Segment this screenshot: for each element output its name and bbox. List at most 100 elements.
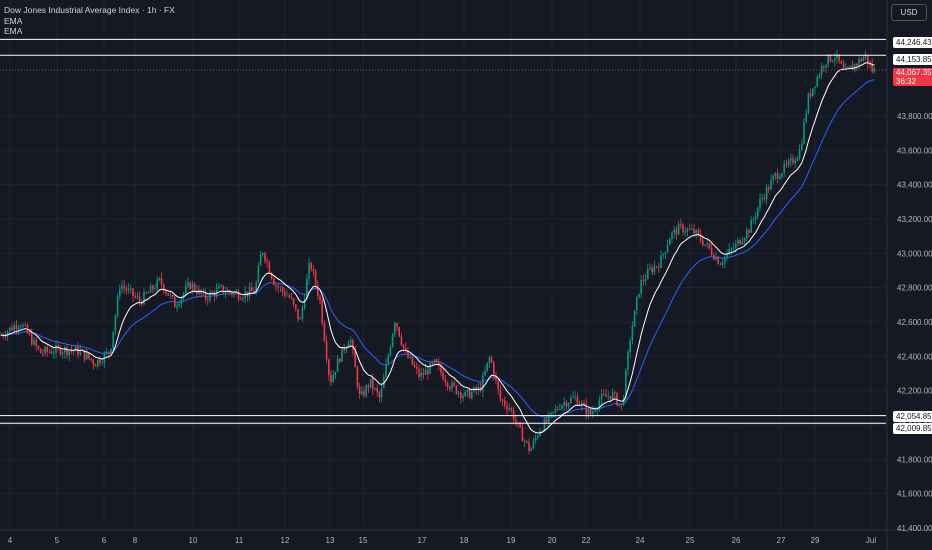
candle-body	[376, 387, 378, 393]
candle-body	[92, 360, 95, 365]
candle-body	[853, 64, 856, 70]
candle-body	[504, 400, 506, 406]
legend-ema-2[interactable]: EMA	[4, 26, 23, 36]
candle-body	[847, 67, 849, 68]
candle-body	[17, 326, 20, 330]
candle-body	[438, 362, 440, 366]
candle-body	[352, 340, 354, 351]
candle-body	[561, 405, 563, 409]
candle-body	[860, 58, 862, 62]
horizontal-levels[interactable]	[0, 38, 886, 424]
candle-body	[242, 298, 244, 300]
candle-body	[396, 323, 398, 328]
candle-body	[215, 288, 218, 297]
x-tick-label: 26	[732, 536, 741, 545]
candle-body	[72, 350, 75, 352]
candle-body	[321, 300, 323, 324]
candle-body	[4, 336, 7, 337]
candle-body	[418, 368, 420, 377]
candle-body	[475, 387, 477, 391]
candle-body	[864, 55, 867, 58]
price-tag-lower-level-2: 42,009.85	[893, 423, 932, 434]
candle-body	[31, 334, 33, 345]
candle-body	[303, 299, 306, 308]
candle-body	[825, 64, 827, 68]
candle-body	[295, 304, 297, 310]
candle-body	[138, 296, 141, 302]
candle-body	[693, 228, 695, 234]
candle-body	[145, 292, 147, 294]
last-price-tag: 44,067.35 36:32	[893, 68, 932, 86]
ema-fast-line	[0, 62, 875, 434]
candle-body	[28, 332, 31, 335]
candle-body	[290, 297, 293, 299]
candle-body	[715, 256, 717, 260]
candle-body	[99, 359, 101, 364]
candle-body	[332, 374, 334, 383]
candle-body	[550, 412, 552, 415]
candle-body	[50, 351, 53, 354]
candle-body	[222, 285, 224, 293]
time-axis[interactable]: 4 5 6 8 10 11 12 13 15 17 18 19 20 22 24 25 26 27 29 Jul	[8, 536, 877, 545]
candle-body	[669, 238, 671, 245]
candle-body	[631, 326, 634, 341]
candle-body	[389, 346, 392, 356]
candle-body	[583, 402, 585, 404]
candle-body	[614, 392, 616, 394]
candle-body	[180, 297, 183, 304]
candle-body	[752, 219, 755, 221]
candle-body	[163, 284, 165, 292]
candle-body	[248, 287, 251, 297]
candle-body	[682, 224, 684, 233]
candle-body	[598, 400, 601, 409]
candle-body	[37, 345, 40, 349]
candle-body	[506, 405, 508, 410]
x-tick-label: 25	[686, 536, 695, 545]
candle-body	[563, 402, 565, 406]
price-tag-upper-level: 44,153.85	[893, 54, 932, 65]
candle-body	[160, 278, 163, 285]
candle-body	[627, 352, 629, 371]
candle-body	[849, 65, 851, 68]
candle-body	[61, 352, 64, 355]
candle-body	[719, 263, 722, 265]
candle-body	[552, 411, 554, 413]
candle-body	[75, 346, 77, 351]
candle-body	[334, 371, 337, 375]
candle-body	[301, 307, 304, 319]
candle-body	[512, 409, 515, 420]
candle-body	[609, 396, 612, 400]
legend-ema-1[interactable]: EMA	[4, 15, 23, 26]
x-tick-label: 5	[55, 536, 60, 545]
candle-body	[259, 254, 262, 266]
candle-body	[664, 252, 667, 255]
candle-body	[97, 359, 99, 367]
candle-body	[365, 385, 367, 396]
candle-body	[829, 54, 832, 62]
price-axis[interactable]: 41,400.0041,600.0041,800.0042,000.0042,2…	[897, 112, 932, 533]
candle-body	[79, 349, 81, 355]
candle-body	[196, 290, 198, 294]
candle-body	[730, 248, 733, 250]
candle-body	[629, 340, 631, 353]
x-tick-label: 18	[460, 536, 469, 545]
legend-title[interactable]: Dow Jones Industrial Average Index · 1h …	[4, 5, 175, 15]
candle-body	[484, 370, 486, 376]
candle-body	[299, 318, 301, 320]
candle-body	[710, 248, 713, 256]
ema-fast-path	[0, 62, 875, 434]
candle-body	[466, 389, 469, 392]
currency-button[interactable]: USD	[891, 4, 927, 21]
candle-body	[86, 353, 88, 360]
candle-body	[268, 262, 271, 273]
candle-body	[277, 286, 279, 288]
candle-body	[488, 357, 491, 363]
x-tick-label: 12	[281, 536, 290, 545]
y-tick-label: 43,200.00	[897, 215, 932, 224]
candle-body	[207, 299, 209, 301]
candle-body	[662, 254, 664, 256]
candle-body	[13, 325, 15, 331]
candle-body	[770, 180, 772, 190]
candle-body	[655, 266, 658, 268]
